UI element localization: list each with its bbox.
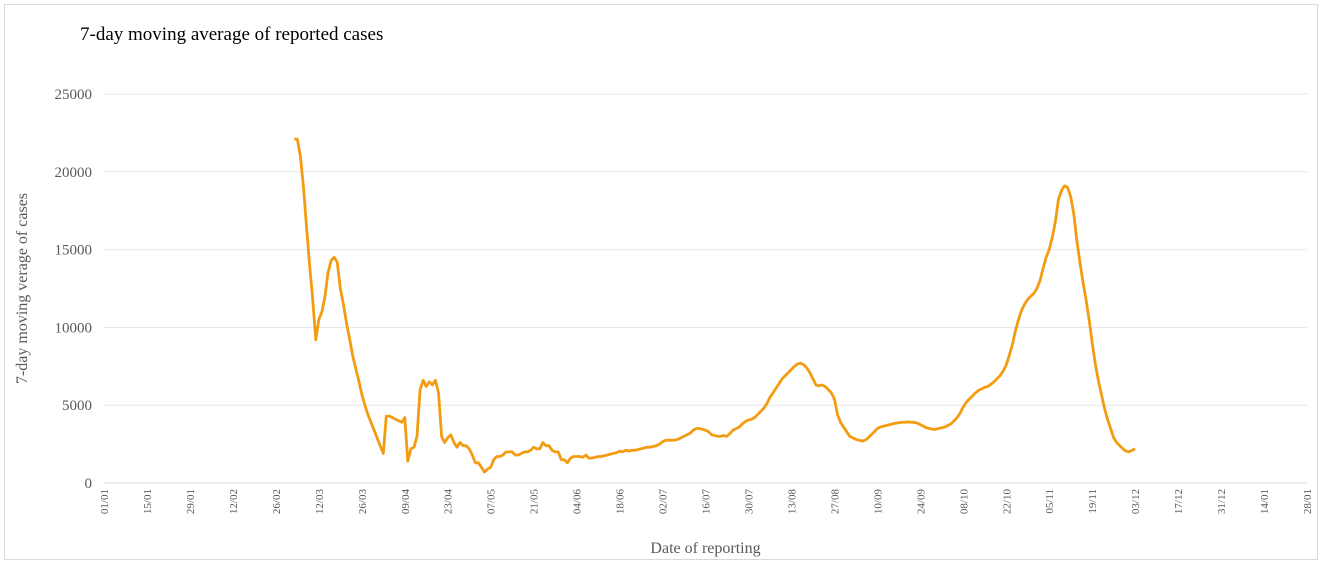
x-tick-label: 04/06 <box>572 489 584 515</box>
x-tick-label: 01/01 <box>99 489 111 514</box>
x-tick-label: 12/02 <box>228 489 240 514</box>
x-tick-label: 15/01 <box>142 489 154 514</box>
y-axis-label: 7-day moving verage of cases <box>14 193 31 384</box>
x-tick-label: 28/01 <box>1302 489 1314 514</box>
series-line <box>294 137 1136 474</box>
x-tick-label: 07/05 <box>486 489 498 515</box>
x-tick-label: 23/04 <box>443 489 455 515</box>
x-tick-label: 24/09 <box>915 489 927 515</box>
x-tick-label: 08/10 <box>958 489 970 515</box>
x-tick-label: 13/08 <box>786 489 798 515</box>
x-tick-label: 02/07 <box>658 489 670 515</box>
x-tick-label: 19/11 <box>1087 489 1099 514</box>
chart-frame <box>4 4 1318 560</box>
x-tick-label: 27/08 <box>829 489 841 515</box>
x-tick-label: 21/05 <box>529 489 541 515</box>
y-tick-label: 0 <box>85 476 93 492</box>
y-tick-label: 10000 <box>55 320 93 336</box>
y-tick-label: 15000 <box>55 243 93 259</box>
x-axis-ticks: 01/01 15/01 29/01 12/02 26/02 12/03 26/03 09/04… <box>99 489 1314 515</box>
x-tick-label: 03/12 <box>1130 489 1142 514</box>
x-tick-label: 17/12 <box>1173 489 1185 514</box>
x-tick-label: 10/09 <box>872 489 884 515</box>
chart-title: 7-day moving average of reported cases <box>80 24 384 45</box>
x-tick-label: 26/03 <box>357 489 369 515</box>
x-tick-label: 12/03 <box>314 489 326 515</box>
y-tick-label: 5000 <box>62 398 92 414</box>
x-tick-label: 22/10 <box>1001 489 1013 515</box>
gridlines <box>104 93 1307 406</box>
y-axis-ticks: 0 5000 10000 15000 20000 25000 <box>55 87 93 492</box>
x-axis-label: Date of reporting <box>650 540 760 557</box>
x-tick-label: 31/12 <box>1216 489 1228 514</box>
x-tick-label: 29/01 <box>185 489 197 514</box>
x-tick-label: 14/01 <box>1259 489 1271 514</box>
x-tick-label: 16/07 <box>701 489 713 515</box>
x-tick-label: 30/07 <box>743 489 755 515</box>
x-tick-label: 09/04 <box>400 489 412 515</box>
x-tick-label: 05/11 <box>1044 489 1056 514</box>
x-tick-label: 18/06 <box>615 489 627 515</box>
x-tick-label: 26/02 <box>271 489 283 514</box>
y-tick-label: 20000 <box>55 165 93 181</box>
y-tick-label: 25000 <box>55 87 93 103</box>
